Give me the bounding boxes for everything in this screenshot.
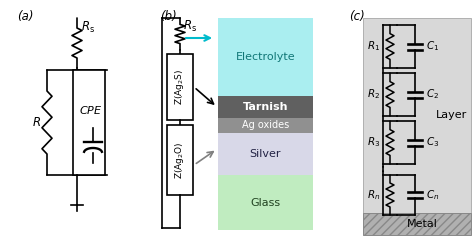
Text: $CPE$: $CPE$	[79, 104, 103, 116]
Text: $R_2$: $R_2$	[367, 88, 380, 101]
Bar	[363, 18, 471, 213]
Bar	[218, 175, 313, 230]
Text: Metal: Metal	[407, 219, 438, 229]
Text: (c): (c)	[349, 10, 365, 23]
Text: $C_3$: $C_3$	[426, 136, 439, 149]
Text: $C_n$: $C_n$	[426, 188, 439, 202]
Bar	[218, 133, 313, 175]
Bar	[218, 118, 313, 133]
Bar	[218, 96, 313, 118]
Text: Glass: Glass	[250, 198, 281, 208]
Bar	[167, 125, 193, 195]
Text: $R_3$: $R_3$	[367, 136, 380, 149]
Text: $R$: $R$	[32, 116, 41, 129]
Text: (a): (a)	[17, 10, 33, 23]
Text: Ag oxides: Ag oxides	[242, 120, 289, 131]
Text: $R_1$: $R_1$	[367, 40, 380, 54]
Bar	[73, 70, 105, 175]
Text: Tarnish: Tarnish	[243, 102, 288, 112]
Bar	[218, 18, 313, 96]
Text: Z(Ag$_2$S): Z(Ag$_2$S)	[173, 69, 186, 105]
Text: $R_\mathrm{s}$: $R_\mathrm{s}$	[183, 19, 197, 34]
Text: Silver: Silver	[250, 149, 281, 159]
Text: $R_\mathrm{s}$: $R_\mathrm{s}$	[81, 20, 95, 35]
Bar	[363, 213, 471, 235]
Text: Electrolyte: Electrolyte	[236, 52, 295, 62]
Text: $C_2$: $C_2$	[426, 88, 439, 101]
Bar	[167, 54, 193, 120]
Text: Z(Ag$_2$O): Z(Ag$_2$O)	[173, 141, 186, 179]
Text: (b): (b)	[160, 10, 176, 23]
Text: $R_n$: $R_n$	[367, 188, 380, 202]
Text: Layer: Layer	[436, 110, 467, 120]
Text: $C_1$: $C_1$	[426, 40, 439, 54]
